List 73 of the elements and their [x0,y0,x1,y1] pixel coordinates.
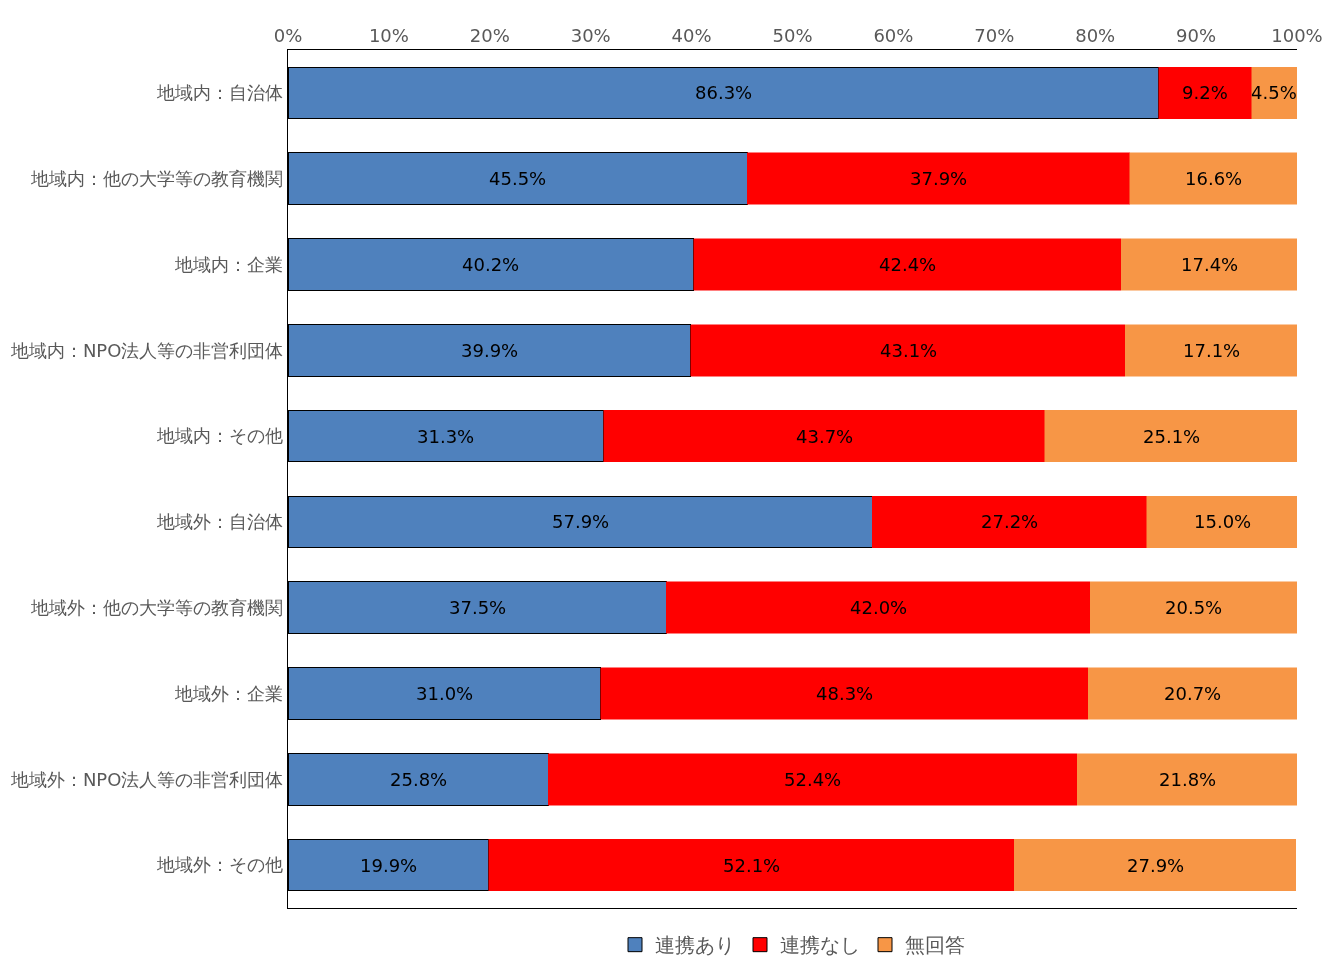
data-label: 20.5% [1165,597,1223,618]
bar [1076,753,1297,806]
data-label: 52.1% [723,855,781,876]
data-label: 48.3% [816,683,874,704]
data-label: 43.1% [880,340,938,361]
x-tick-label: 100% [1271,24,1323,46]
x-tick-label: 0% [273,24,303,46]
x-tick-label: 60% [873,24,914,46]
data-label: 27.9% [1127,855,1185,876]
bar [488,839,1015,892]
bar [1125,324,1297,377]
data-label: 57.9% [552,511,610,532]
bar [746,152,1130,205]
legend-label: 連携あり [655,933,735,958]
y-tick-label: 地域内：その他 [156,425,284,447]
bar [548,753,1078,806]
data-label: 4.5% [1251,82,1297,103]
bar [1089,581,1297,634]
data-label: 31.0% [416,683,474,704]
data-label: 37.9% [910,168,968,189]
bar [690,324,1126,377]
bar [693,238,1122,291]
bar [1014,839,1297,892]
data-label: 27.2% [981,511,1039,532]
y-tick-label: 地域外：自治体 [156,511,284,533]
y-tick-label: 地域外：NPO法人等の非営利団体 [9,768,284,790]
y-tick-label: 地域内：企業 [174,253,284,275]
data-label: 16.6% [1185,168,1243,189]
bar [1158,66,1252,119]
y-tick-label: 地域内：NPO法人等の非営利団体 [9,339,284,361]
bar [871,495,1147,548]
bar [603,410,1045,463]
data-label: 43.7% [796,426,854,447]
x-tick-label: 40% [671,24,712,46]
data-label: 37.5% [449,597,507,618]
data-label: 40.2% [462,254,520,275]
bar [666,581,1091,634]
x-tick-label: 30% [570,24,611,46]
data-label: 25.1% [1143,426,1201,447]
y-tick-label: 地域外：他の大学等の教育機関 [30,597,284,618]
data-label: 25.8% [390,769,448,790]
bar [1121,238,1297,291]
x-tick-label: 10% [368,24,409,46]
data-label: 21.8% [1159,769,1217,790]
data-label: 19.9% [360,855,418,876]
x-tick-label: 90% [1176,24,1217,46]
x-tick-label: 50% [772,24,813,46]
data-label: 52.4% [784,769,842,790]
x-tick-label: 70% [974,24,1015,46]
legend-label: 無回答 [905,933,965,958]
data-label: 9.2% [1182,82,1228,103]
bar [1146,495,1297,548]
x-tick-label: 20% [469,24,510,46]
bar [1087,667,1297,720]
y-tick-label: 地域内：他の大学等の教育機関 [30,168,284,189]
data-label: 20.7% [1164,683,1222,704]
data-label: 15.0% [1194,511,1252,532]
bar [1129,152,1297,205]
data-label: 31.3% [417,426,475,447]
y-tick-label: 地域内：自治体 [156,82,284,104]
data-label: 17.4% [1181,254,1239,275]
bar [1044,410,1297,463]
legend-label: 連携なし [780,933,860,958]
data-label: 86.3% [695,82,753,103]
data-label: 45.5% [489,168,547,189]
data-label: 42.4% [879,254,937,275]
bar [600,667,1089,720]
data-label: 39.9% [461,340,519,361]
y-tick-label: 地域外：その他 [156,854,284,876]
y-tick-label: 地域外：企業 [174,682,284,704]
data-label: 17.1% [1183,340,1241,361]
x-tick-label: 80% [1075,24,1116,46]
data-label: 42.0% [850,597,908,618]
